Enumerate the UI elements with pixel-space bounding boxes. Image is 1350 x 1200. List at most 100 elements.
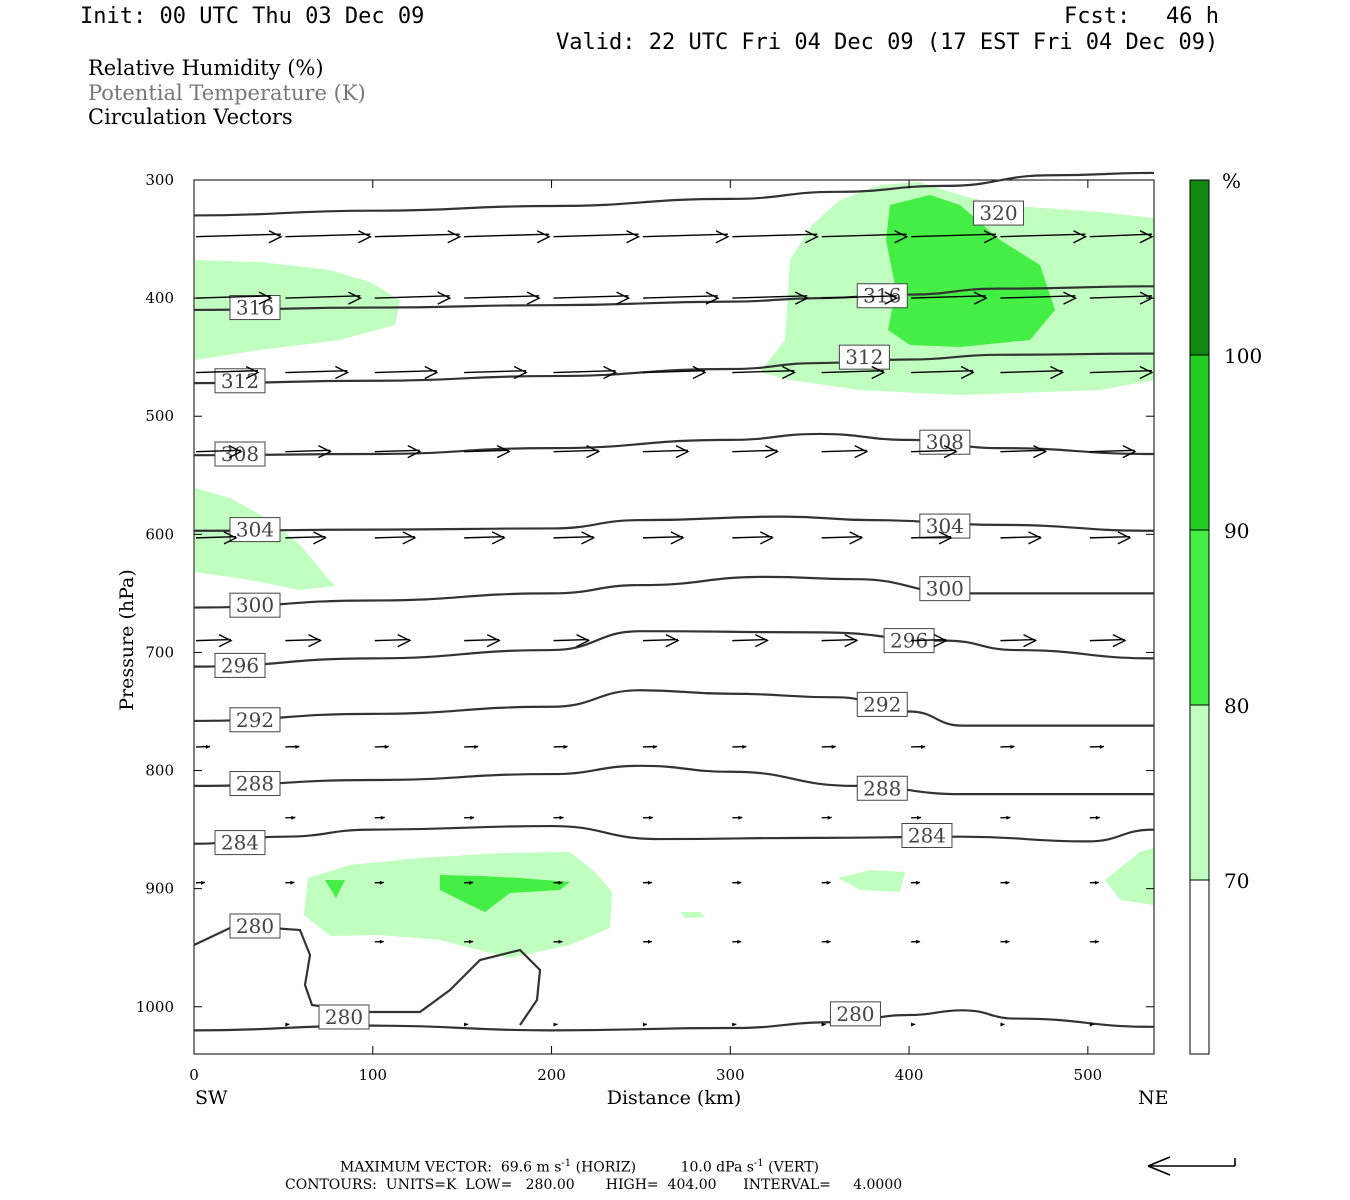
contour-label-box [856,691,908,717]
colorbar: % 70 80 90 100 [1189,169,1262,1055]
forecast-label: Fcst: [1064,4,1131,29]
circulation-vector-head [894,230,909,244]
contour-label-box [229,517,281,543]
circulation-vector-head [742,744,747,749]
circulation-vector-head [831,744,836,749]
circulation-vector-head [804,230,819,244]
circulation-vector [1000,638,1036,642]
circulation-vector [195,295,272,299]
circulation-vector-head [285,1022,290,1027]
circulation-vector-head [916,880,921,885]
circulation-vector [642,295,718,299]
contour-label-box [229,771,281,797]
circulation-vector-head [754,633,769,648]
circulation-vector-head [647,880,652,885]
contour-label-box [972,200,1024,226]
x-endpoint-ne: NE [1138,1087,1169,1109]
circulation-vector [285,369,348,374]
circulation-vector-head [1122,445,1137,459]
circulation-vector-head [290,880,295,885]
circulation-vector-head [228,445,243,459]
circulation-vector [642,535,683,539]
circulation-vector-head [1005,939,1010,944]
circulation-vector-head [648,815,653,820]
circulation-vector-head [397,633,412,648]
x-tick-label: 100 [358,1066,387,1084]
circulation-vector [464,369,527,374]
circulation-vector [732,233,818,238]
circulation-vector [821,449,867,453]
y-tick-label: 1000 [136,998,174,1016]
circulation-vector-head [206,744,210,749]
circulation-vector [1089,233,1153,238]
contour-label: 280 [236,914,274,938]
circulation-vector-head [491,531,506,545]
circulation-vector-head [437,291,452,305]
circulation-vectors [195,230,1154,1027]
circulation-vector-head [380,815,385,820]
theta-contours [193,171,1155,1032]
circulation-vector-head [576,633,591,648]
circulation-vector [911,295,987,299]
contour-label: 312 [845,345,883,369]
y-tick-label: 700 [145,643,174,661]
circulation-vector-head [464,1022,469,1027]
y-tick-label: 900 [145,880,174,898]
circulation-vector [195,638,232,642]
circulation-vector [464,449,510,453]
circulation-vector [1000,535,1041,539]
contour-label-box [919,576,971,602]
circulation-vector-head [1005,880,1010,885]
circulation-vector-head [854,445,869,459]
x-tick-label: 0 [189,1066,199,1084]
circulation-vector [642,638,678,642]
circulation-vector-head [402,531,417,545]
circulation-vector-head [581,531,596,545]
contour-label-box [901,823,953,848]
circulation-vector-head [1112,633,1127,648]
contour-label-box [829,1001,881,1027]
contour-label-box [856,775,908,801]
circulation-vector [285,535,326,539]
circulation-vector-head [983,230,998,244]
contour-label: 308 [221,442,259,466]
x-endpoint-sw: SW [195,1087,228,1109]
circulation-vector-head [916,939,921,944]
circulation-vector [374,295,450,299]
circulation-vector-head [626,230,641,244]
circulation-vector [553,638,589,642]
circulation-vector-head [496,445,511,459]
circulation-vector-head [827,815,832,820]
circulation-vector [374,449,420,453]
circulation-vector [642,449,688,453]
circulation-vector-head [558,939,563,944]
circulation-vector [374,233,460,238]
circulation-vector [553,295,629,299]
init-time: Init: 00 UTC Thu 03 Dec 09 [80,4,425,29]
circulation-vector-head [821,1022,826,1027]
circulation-vector-head [384,744,389,749]
circulation-vector-head [1010,744,1015,749]
circulation-vector-head [313,531,327,545]
circulation-vector [195,449,242,453]
theta-contour-312 [193,352,1155,385]
footer-contours: CONTOURS: UNITS=K LOW= 280.00 HIGH= 404.… [285,1177,903,1193]
y-axis-label: Pressure (hPa) [116,569,138,711]
circulation-vector-head [642,1022,647,1027]
x-tick-label: 200 [537,1066,566,1084]
colorbar-unit: % [1222,169,1241,193]
circulation-vector-head [1023,633,1038,648]
circulation-vector [553,369,616,374]
circulation-vector-head [737,880,742,885]
circulation-vector-head [218,633,233,648]
circulation-vector [464,295,540,299]
circulation-vector [1000,369,1063,374]
valid-time: Valid: 22 UTC Fri 04 Dec 09 (17 EST Fri … [556,30,1219,55]
x-axis-label: Distance (km) [607,1087,742,1109]
circulation-vector [732,535,773,539]
x-tick-label: 300 [716,1066,745,1084]
circulation-vector-head [692,365,707,380]
colorbar-tick-100: 100 [1224,344,1262,368]
circulation-vector-head [474,744,479,749]
circulation-vector-head [245,365,260,380]
